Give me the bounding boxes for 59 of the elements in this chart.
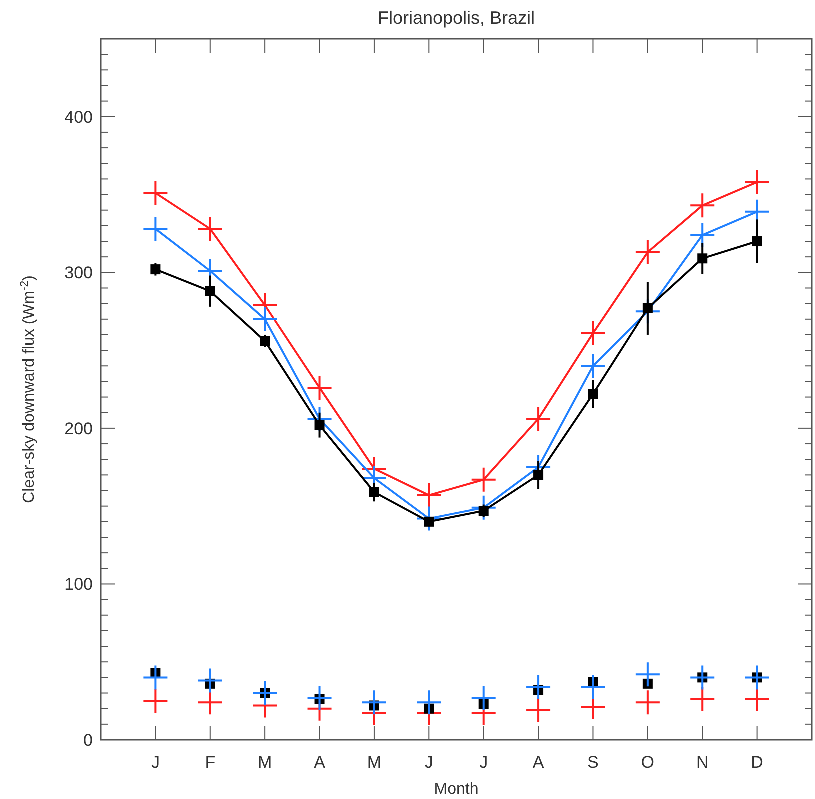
point — [144, 181, 168, 206]
x-tick-label: M — [367, 753, 382, 772]
y-tick-label: 200 — [64, 419, 93, 438]
point — [690, 666, 715, 690]
point — [752, 236, 762, 247]
y-tick-label: 400 — [64, 108, 93, 127]
x-tick-label: D — [751, 753, 764, 772]
x-tick-label: F — [205, 753, 216, 772]
point — [198, 217, 222, 242]
point — [253, 307, 278, 332]
x-tick-label: J — [424, 753, 434, 772]
point — [745, 666, 770, 690]
point — [198, 690, 222, 715]
point — [472, 468, 496, 492]
point — [308, 686, 332, 710]
point — [260, 336, 270, 346]
point — [472, 686, 496, 710]
point — [144, 217, 168, 242]
point — [150, 264, 161, 275]
point — [362, 690, 386, 715]
point — [308, 376, 332, 400]
x-tick-label: J — [480, 753, 488, 772]
y-tick-label: 0 — [84, 730, 93, 750]
point — [690, 194, 715, 218]
x-tick-label: S — [588, 753, 599, 772]
point — [417, 483, 442, 508]
point — [581, 354, 606, 378]
x-tick-label: M — [258, 753, 272, 772]
point — [698, 254, 708, 264]
x-tick-label: O — [641, 753, 655, 772]
point — [581, 675, 606, 700]
point — [636, 240, 660, 264]
chart-title: Florianopolis, Brazil — [378, 8, 536, 28]
x-tick-label: A — [532, 753, 545, 772]
point — [588, 389, 598, 400]
point — [690, 688, 715, 712]
x-tick-label: N — [696, 753, 709, 772]
x-tick-label: J — [151, 753, 160, 772]
point — [314, 420, 325, 430]
point — [581, 321, 606, 346]
point — [636, 662, 660, 687]
point — [369, 487, 380, 498]
point — [526, 407, 551, 432]
x-axis-title: Month — [434, 781, 479, 798]
y-tick-label: 100 — [64, 575, 93, 594]
point — [745, 688, 770, 712]
point — [205, 286, 216, 296]
x-tick-label: A — [314, 753, 326, 772]
point — [745, 170, 770, 194]
point — [253, 681, 278, 706]
point — [636, 690, 660, 715]
point — [198, 668, 222, 693]
point — [144, 689, 168, 714]
point — [526, 675, 551, 700]
point — [417, 690, 442, 715]
point — [534, 470, 544, 480]
point — [144, 666, 168, 690]
y-tick-label: 300 — [64, 264, 93, 283]
point — [526, 698, 551, 722]
